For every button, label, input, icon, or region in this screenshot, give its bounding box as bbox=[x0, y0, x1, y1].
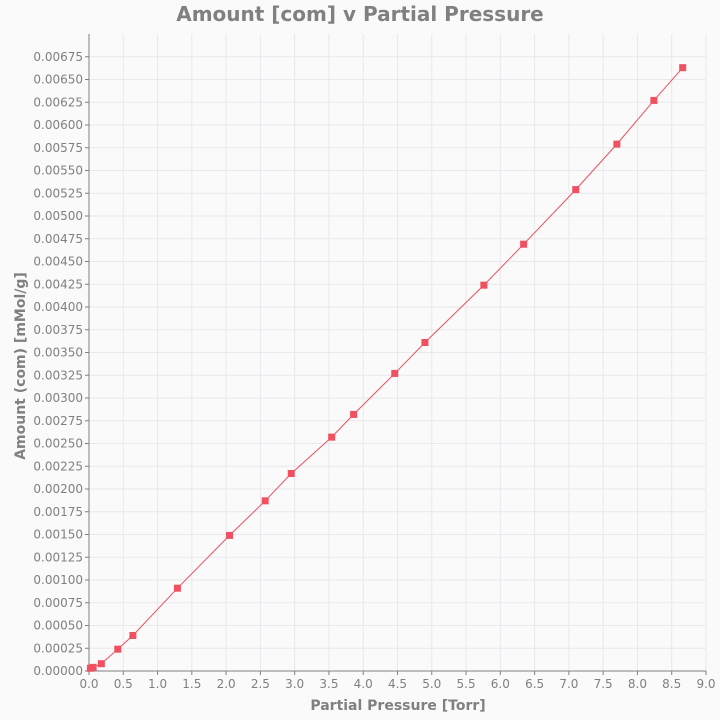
data-point bbox=[226, 531, 234, 539]
x-tick-label: 6.5 bbox=[525, 677, 544, 691]
x-tick-label: 7.5 bbox=[594, 677, 613, 691]
ticks: 0.0 0.5 1.0 1.5 2.0 2.5 3.0 3.5 4.0 4.5 5.0 5.5 6.0 6… bbox=[33, 50, 715, 691]
y-tick-label: 0.00575 bbox=[33, 141, 83, 155]
data-point bbox=[572, 186, 580, 194]
y-tick-label: 0.00175 bbox=[33, 505, 83, 519]
series-line bbox=[90, 67, 684, 669]
x-axis-label: Partial Pressure [Torr] bbox=[310, 698, 485, 714]
x-tick-label: 9.0 bbox=[696, 677, 715, 691]
data-point bbox=[173, 584, 181, 592]
y-tick-label: 0.00250 bbox=[33, 437, 83, 451]
y-tick-label: 0.00450 bbox=[33, 255, 83, 269]
y-tick-label: 0.00525 bbox=[33, 186, 83, 200]
y-tick-label: 0.00275 bbox=[33, 414, 83, 428]
y-tick-label: 0.00150 bbox=[33, 528, 83, 542]
y-tick-label: 0.00500 bbox=[33, 209, 83, 223]
y-tick-label: 0.00000 bbox=[33, 664, 83, 678]
y-tick-label: 0.00425 bbox=[33, 277, 83, 291]
y-tick-label: 0.00375 bbox=[33, 323, 83, 337]
data-point bbox=[421, 338, 429, 346]
series bbox=[86, 64, 687, 672]
x-tick-label: 8.0 bbox=[628, 677, 647, 691]
x-tick-label: 3.5 bbox=[319, 677, 338, 691]
y-tick-label: 0.00300 bbox=[33, 391, 83, 405]
data-point bbox=[287, 470, 295, 478]
data-point bbox=[613, 140, 621, 148]
y-tick-label: 0.00125 bbox=[33, 550, 83, 564]
x-tick-label: 0.5 bbox=[114, 677, 133, 691]
data-point bbox=[328, 433, 336, 441]
y-tick-label: 0.00400 bbox=[33, 300, 83, 314]
y-tick-label: 0.00325 bbox=[33, 368, 83, 382]
y-axis-label: Amount (com) [mMol/g] bbox=[13, 272, 29, 460]
y-tick-label: 0.00225 bbox=[33, 459, 83, 473]
data-point bbox=[650, 96, 658, 104]
chart-title: Amount [com] v Partial Pressure bbox=[176, 2, 544, 26]
y-tick-label: 0.00100 bbox=[33, 573, 83, 587]
y-tick-label: 0.00475 bbox=[33, 232, 83, 246]
data-point bbox=[350, 410, 358, 418]
y-tick-label: 0.00550 bbox=[33, 164, 83, 178]
grid bbox=[88, 34, 707, 672]
x-tick-label: 2.0 bbox=[217, 677, 236, 691]
x-tick-label: 4.5 bbox=[388, 677, 407, 691]
x-tick-label: 6.0 bbox=[491, 677, 510, 691]
x-tick-label: 7.0 bbox=[559, 677, 578, 691]
x-tick-label: 1.0 bbox=[148, 677, 167, 691]
y-tick-label: 0.00600 bbox=[33, 118, 83, 132]
data-point bbox=[97, 660, 105, 668]
x-tick-label: 3.0 bbox=[285, 677, 304, 691]
y-tick-label: 0.00350 bbox=[33, 346, 83, 360]
x-tick-label: 1.5 bbox=[182, 677, 201, 691]
data-point bbox=[129, 632, 137, 640]
y-tick-label: 0.00075 bbox=[33, 596, 83, 610]
x-tick-label: 8.5 bbox=[662, 677, 681, 691]
x-tick-label: 5.0 bbox=[422, 677, 441, 691]
data-point bbox=[261, 497, 269, 505]
data-point bbox=[89, 663, 97, 671]
data-point bbox=[114, 645, 122, 653]
y-tick-label: 0.00625 bbox=[33, 95, 83, 109]
y-tick-label: 0.00650 bbox=[33, 73, 83, 87]
x-tick-label: 5.5 bbox=[457, 677, 476, 691]
y-tick-label: 0.00200 bbox=[33, 482, 83, 496]
y-tick-label: 0.00050 bbox=[33, 619, 83, 633]
x-tick-label: 4.0 bbox=[354, 677, 373, 691]
x-tick-label: 2.5 bbox=[251, 677, 270, 691]
data-point bbox=[520, 240, 528, 248]
data-point bbox=[480, 281, 488, 289]
y-tick-label: 0.00025 bbox=[33, 641, 83, 655]
x-tick-label: 0.0 bbox=[79, 677, 98, 691]
data-point bbox=[679, 64, 687, 72]
y-tick-label: 0.00675 bbox=[33, 50, 83, 64]
data-point bbox=[391, 369, 399, 377]
